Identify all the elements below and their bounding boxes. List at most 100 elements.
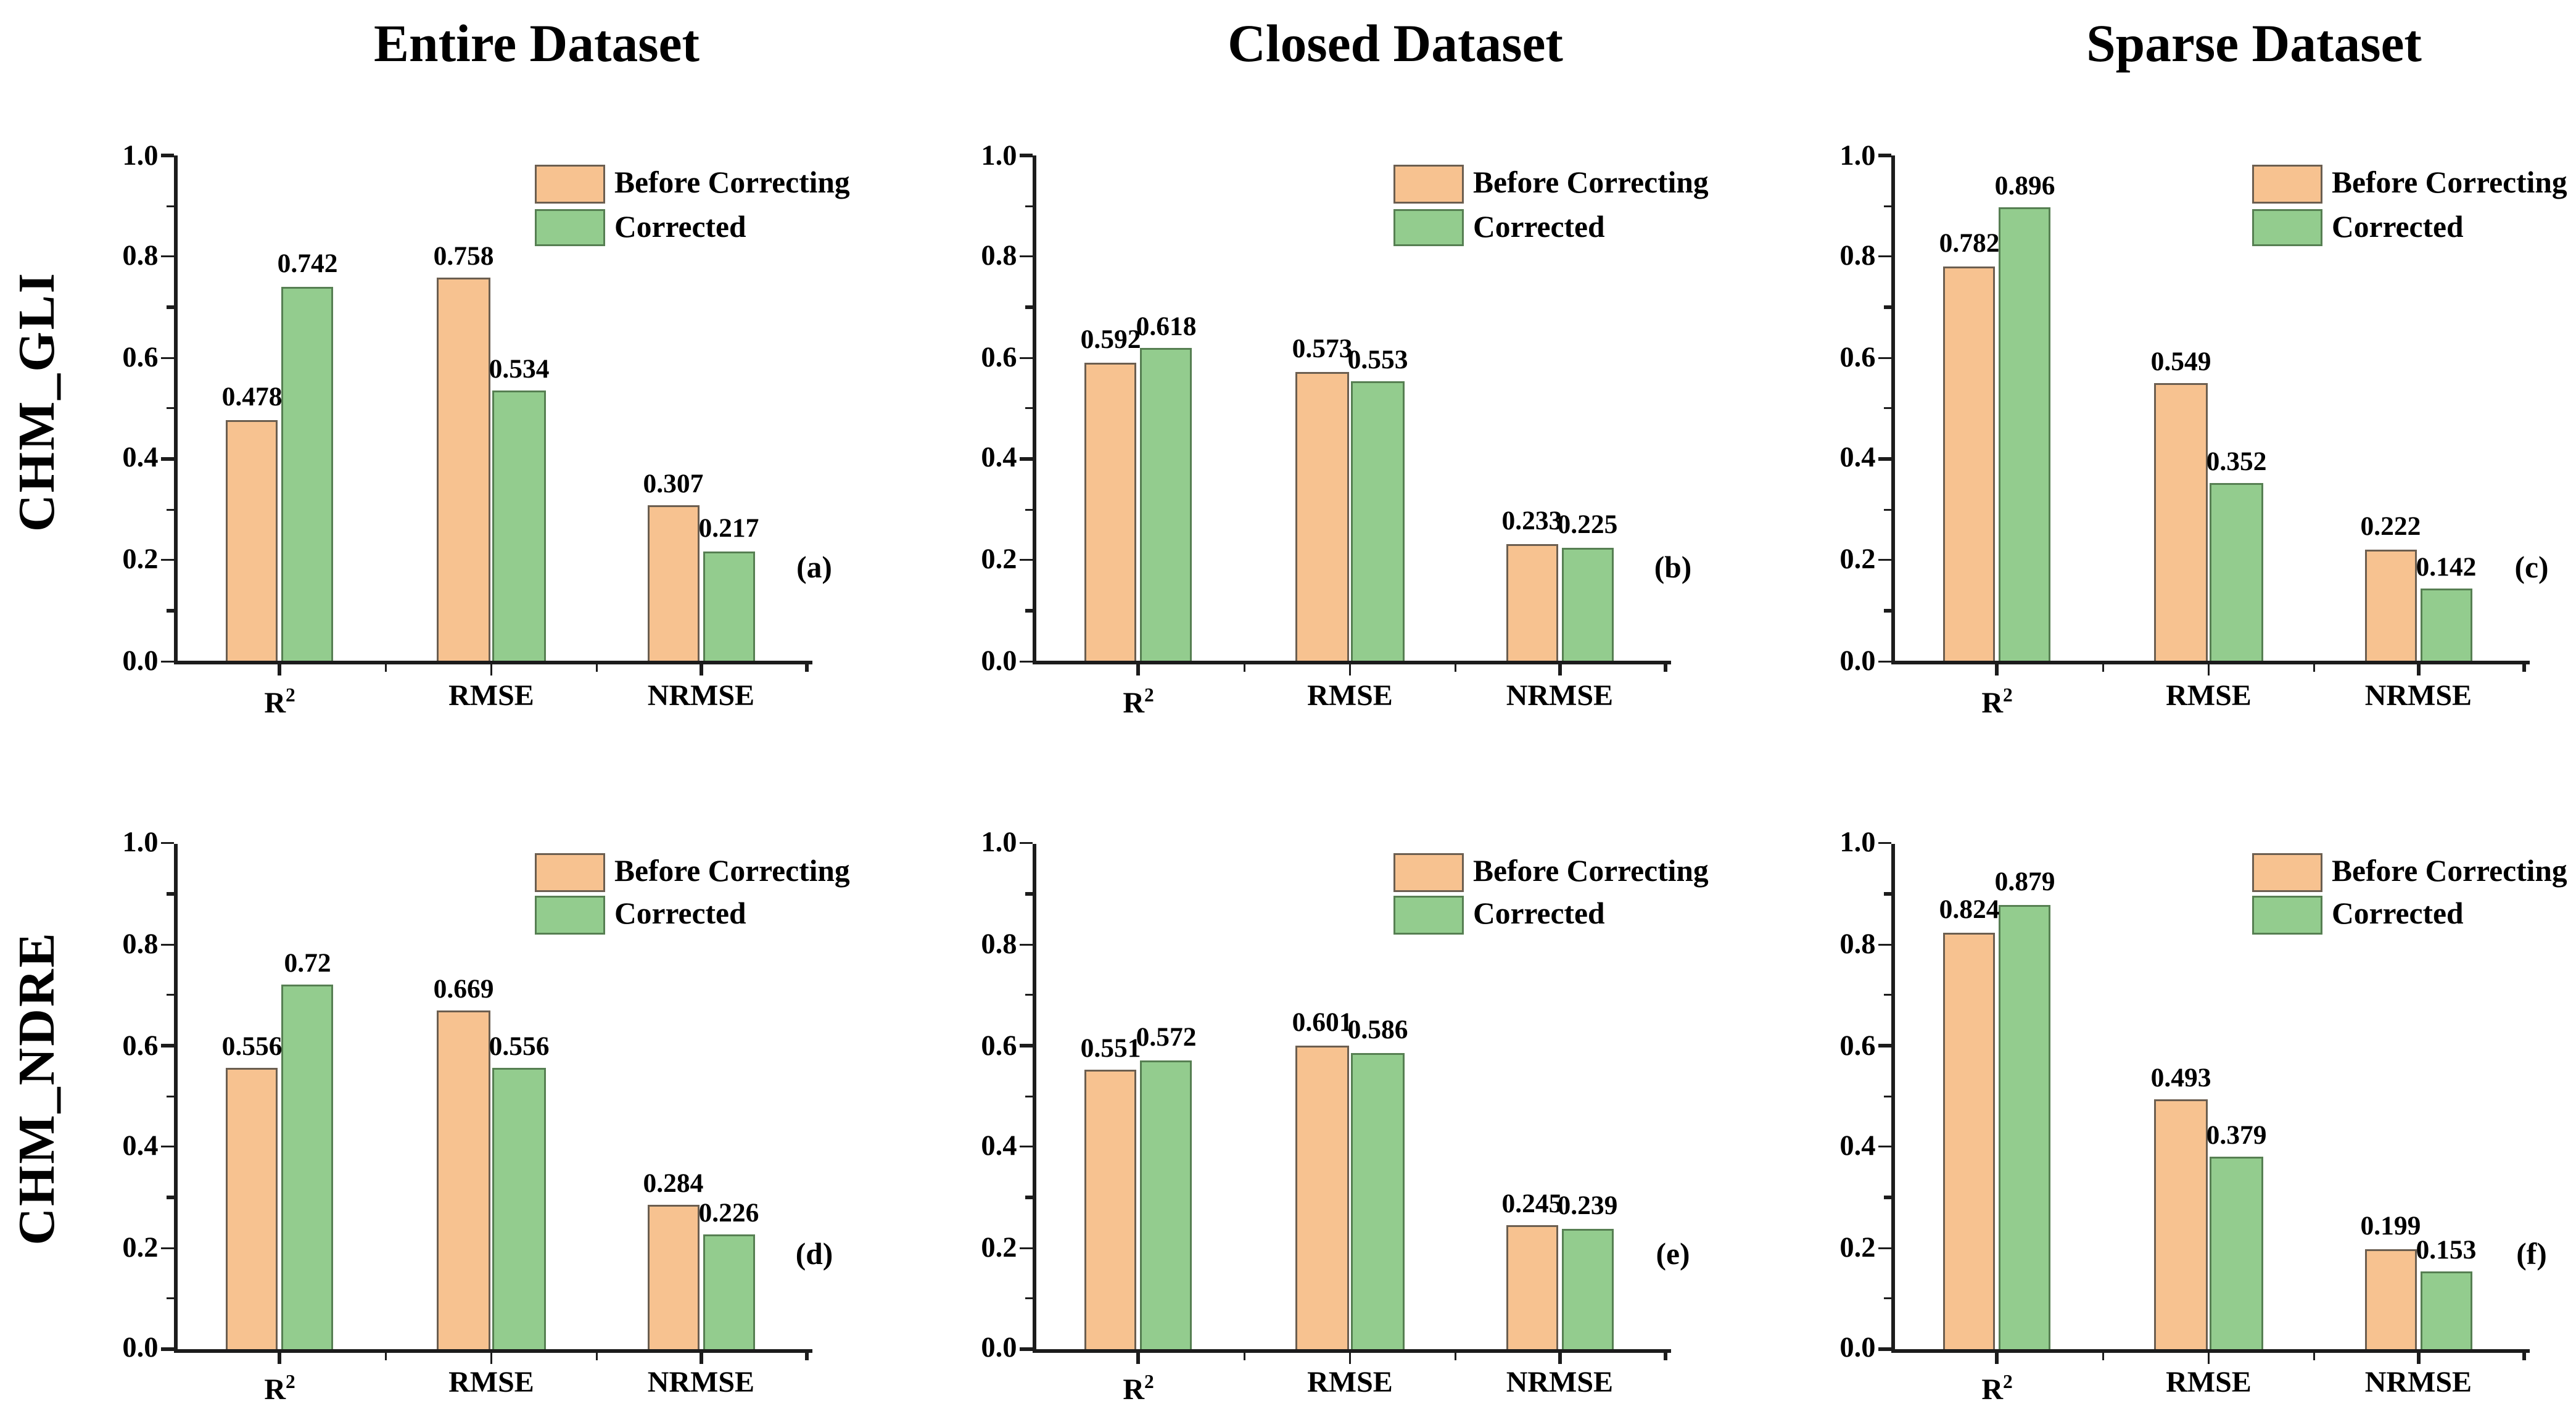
x-minor-tick xyxy=(595,1352,599,1360)
y-major-tick xyxy=(1878,659,1891,663)
legend-swatch-before-correcting xyxy=(535,853,605,892)
chart-panel-c: 0.0 0.2 0.4 0.6 0.8 1.0 R2 RMSE NRMSE 0.782 0.549 0… xyxy=(1717,0,2576,720)
x-minor-tick xyxy=(2101,664,2105,672)
y-minor-tick xyxy=(1025,305,1033,309)
y-axis xyxy=(174,843,177,1352)
category-label: RMSE xyxy=(448,1368,534,1400)
y-major-tick xyxy=(1878,255,1891,258)
bar-value-label: 0.379 xyxy=(2206,1121,2267,1151)
y-major-tick xyxy=(1020,943,1033,946)
y-tick-label: 0.6 xyxy=(122,1030,159,1062)
chart-panel-e: 0.0 0.2 0.4 0.6 0.8 1.0 R2 RMSE NRMSE 0.551 0.601 0… xyxy=(859,688,1717,1408)
legend-swatch-before-correcting xyxy=(2252,165,2322,204)
legend-label-before-correcting: Before Correcting xyxy=(614,165,850,200)
x-axis xyxy=(1891,1349,2529,1352)
category-label: R2 xyxy=(1981,1374,2013,1408)
y-tick-label: 0.8 xyxy=(122,928,159,961)
bar-corrected xyxy=(281,286,334,664)
legend-label-before-correcting: Before Correcting xyxy=(2332,853,2567,888)
panel-letter: (a) xyxy=(796,548,832,584)
chart-panel-d: 0.0 0.2 0.4 0.6 0.8 1.0 R2 RMSE NRMSE 0.556 0.669 0… xyxy=(0,688,859,1408)
y-tick-label: 0.0 xyxy=(122,1333,159,1365)
y-major-tick xyxy=(1020,457,1033,461)
x-minor-tick xyxy=(1664,664,1667,672)
legend-swatch-corrected xyxy=(2252,209,2322,247)
y-minor-tick xyxy=(1025,407,1033,410)
y-minor-tick xyxy=(1025,204,1033,208)
bar-value-label: 0.217 xyxy=(698,515,759,545)
y-tick-label: 0.4 xyxy=(981,443,1017,475)
y-major-tick xyxy=(1020,1145,1033,1149)
y-major-tick xyxy=(1878,943,1891,946)
x-major-tick xyxy=(2417,664,2420,677)
bar-value-label: 0.226 xyxy=(698,1199,759,1229)
legend-swatch-before-correcting xyxy=(1393,853,1464,892)
y-major-tick xyxy=(1020,1246,1033,1250)
bar-before-correcting xyxy=(437,1010,490,1352)
x-axis xyxy=(174,661,812,664)
bar-before-correcting xyxy=(1295,371,1349,664)
bar-corrected xyxy=(1561,1228,1614,1352)
y-major-tick xyxy=(1878,154,1891,157)
category-label: NRMSE xyxy=(647,680,755,713)
legend-swatch-corrected xyxy=(535,896,605,935)
bar-corrected xyxy=(1140,1059,1193,1352)
x-minor-tick xyxy=(2313,1352,2316,1360)
bar-before-correcting xyxy=(1084,362,1137,664)
x-minor-tick xyxy=(805,1352,809,1360)
y-tick-label: 1.0 xyxy=(122,827,159,859)
category-label: R2 xyxy=(1123,1374,1154,1408)
bar-before-correcting xyxy=(2154,383,2208,664)
x-major-tick xyxy=(490,664,493,677)
y-minor-tick xyxy=(167,1297,174,1300)
bar-before-correcting xyxy=(646,506,700,664)
y-tick-label: 0.0 xyxy=(122,645,159,677)
bar-before-correcting xyxy=(1943,932,1996,1352)
category-label: R2 xyxy=(1123,686,1154,720)
y-minor-tick xyxy=(167,305,174,309)
bar-value-label: 0.669 xyxy=(433,974,494,1004)
y-minor-tick xyxy=(1025,1094,1033,1098)
x-axis xyxy=(174,1349,812,1352)
bar-before-correcting xyxy=(226,419,279,664)
bar-value-label: 0.142 xyxy=(2416,553,2477,583)
category-label: NRMSE xyxy=(1506,1368,1614,1400)
legend-label-corrected: Corrected xyxy=(1473,896,1605,932)
bar-before-correcting xyxy=(226,1068,279,1352)
bar-value-label: 0.222 xyxy=(2360,513,2421,543)
bar-corrected xyxy=(281,985,334,1352)
legend-label-corrected: Corrected xyxy=(2332,209,2464,244)
bar-value-label: 0.284 xyxy=(643,1169,704,1199)
bar-value-label: 0.573 xyxy=(1292,335,1353,365)
y-major-tick xyxy=(1020,356,1033,360)
bar-value-label: 0.742 xyxy=(277,250,338,279)
bar-before-correcting xyxy=(2364,1248,2417,1352)
panel-letter: (f) xyxy=(2516,1236,2547,1272)
y-minor-tick xyxy=(1884,993,1891,997)
y-minor-tick xyxy=(167,892,174,896)
bar-corrected xyxy=(492,391,546,664)
bar-value-label: 0.199 xyxy=(2360,1212,2421,1242)
y-minor-tick xyxy=(1884,1094,1891,1098)
category-label: RMSE xyxy=(1307,1368,1393,1400)
y-major-tick xyxy=(1878,1044,1891,1047)
bar-before-correcting xyxy=(437,278,490,664)
bar-before-correcting xyxy=(646,1205,700,1352)
bar-value-label: 0.493 xyxy=(2150,1064,2211,1094)
y-tick-label: 0.6 xyxy=(1839,1030,1876,1062)
bar-corrected xyxy=(2419,589,2472,664)
legend-swatch-before-correcting xyxy=(2252,853,2322,892)
y-major-tick xyxy=(161,841,174,845)
bar-value-label: 0.896 xyxy=(1994,171,2055,202)
y-tick-label: 0.6 xyxy=(981,342,1017,374)
y-minor-tick xyxy=(167,407,174,410)
bar-corrected xyxy=(1351,1052,1405,1352)
legend-swatch-corrected xyxy=(1393,209,1464,247)
y-major-tick xyxy=(1020,841,1033,845)
legend-swatch-corrected xyxy=(2252,896,2322,935)
x-major-tick xyxy=(1996,1352,1999,1365)
y-minor-tick xyxy=(1884,204,1891,208)
bar-value-label: 0.245 xyxy=(1501,1189,1563,1219)
bar-corrected xyxy=(1999,904,2052,1352)
